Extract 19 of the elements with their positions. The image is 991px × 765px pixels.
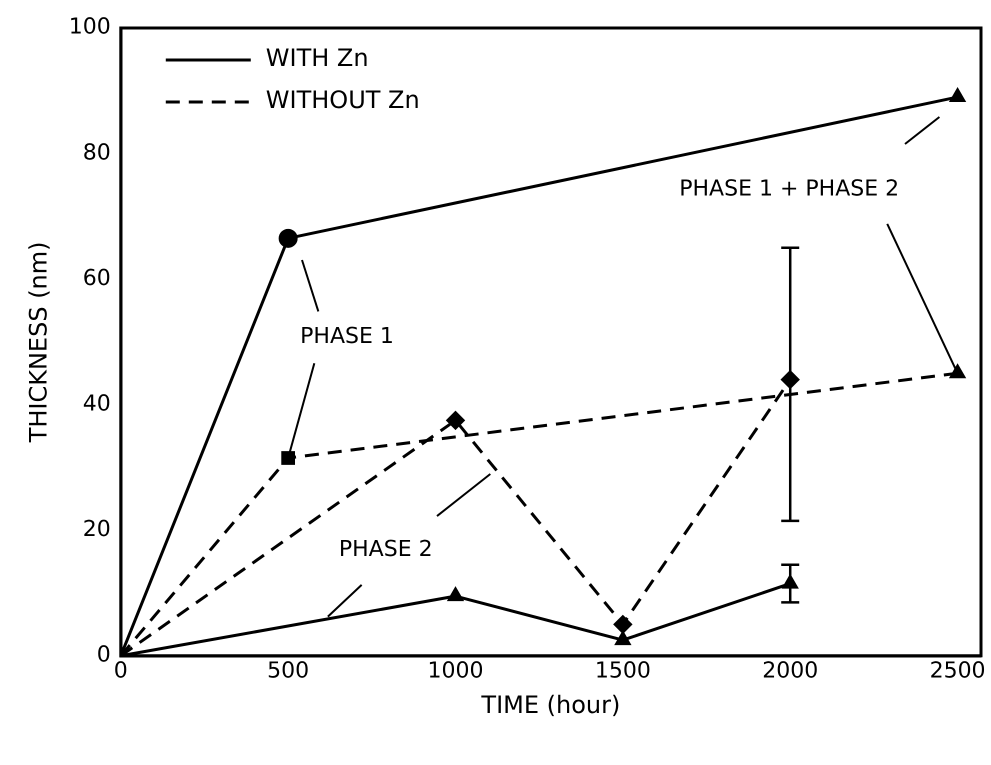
y-tick-label: 60 <box>82 266 111 291</box>
y-tick-label: 40 <box>82 391 111 416</box>
x-tick-label: 2000 <box>762 658 818 684</box>
y-tick-label: 0 <box>96 642 111 668</box>
annotation: PHASE 1 + PHASE 2 <box>679 176 900 202</box>
x-tick-label: 0 <box>114 658 128 684</box>
x-axis-title: TIME (hour) <box>480 690 620 719</box>
legend-label: WITH Zn <box>266 44 369 72</box>
x-tick-label: 1000 <box>428 658 484 684</box>
x-tick-label: 1500 <box>594 658 651 684</box>
x-tick-label: 2500 <box>930 658 986 684</box>
y-tick-label: 80 <box>82 140 111 166</box>
x-tick-label: 500 <box>267 658 310 684</box>
y-tick-label: 100 <box>68 14 111 40</box>
y-tick-label: 20 <box>82 516 111 542</box>
y-axis-title: THICKNESS (nm) <box>24 241 53 444</box>
legend-label: WITHOUT Zn <box>266 86 420 114</box>
annotation: PHASE 1 <box>300 324 394 350</box>
annotation: PHASE 2 <box>338 537 433 562</box>
